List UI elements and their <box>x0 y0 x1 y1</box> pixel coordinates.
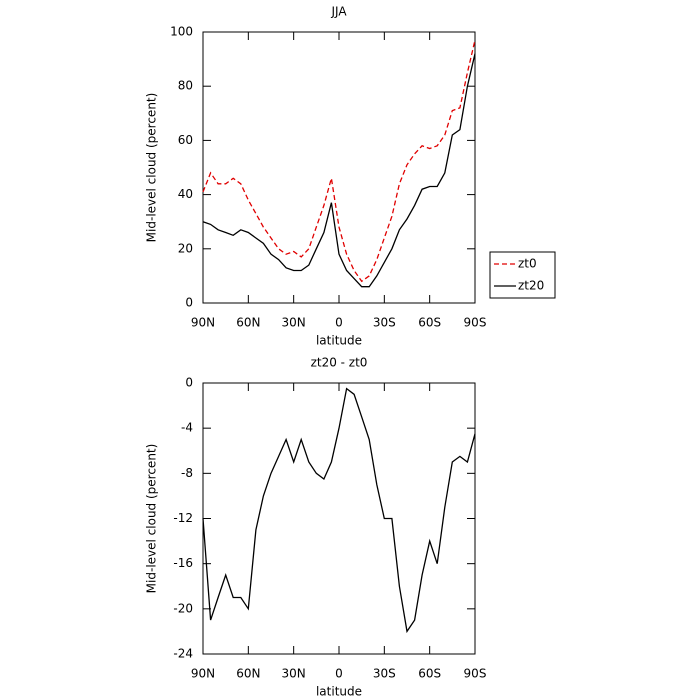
y-tick-label: 20 <box>178 241 193 255</box>
x-tick-label: 60S <box>418 667 441 681</box>
x-tick-label: 60N <box>236 667 260 681</box>
x-axis-label: latitude <box>316 685 362 699</box>
y-axis-label: Mid-level cloud (percent) <box>145 93 159 243</box>
x-tick-label: 30S <box>373 667 396 681</box>
y-axis-label: Mid-level cloud (percent) <box>145 444 159 594</box>
y-tick-label: 100 <box>170 25 193 39</box>
y-tick-label: 40 <box>178 187 193 201</box>
plot-frame <box>202 382 476 655</box>
y-tick-label: -16 <box>173 556 193 570</box>
x-tick-label: 30S <box>373 316 396 330</box>
y-tick-label: -8 <box>181 466 193 480</box>
y-tick-label: 0 <box>185 376 193 390</box>
y-tick-label: 0 <box>185 296 193 310</box>
x-tick-label: 30N <box>282 316 306 330</box>
legend-label: zt0 <box>518 257 537 271</box>
x-axis-label: latitude <box>316 334 362 348</box>
y-tick-label: -4 <box>181 421 193 435</box>
x-tick-label: 0 <box>335 667 343 681</box>
x-tick-label: 90S <box>464 316 487 330</box>
x-tick-label: 60N <box>236 316 260 330</box>
x-tick-label: 60S <box>418 316 441 330</box>
y-tick-label: 80 <box>178 79 193 93</box>
x-tick-label: 90S <box>464 667 487 681</box>
plot-frame <box>202 31 476 304</box>
data-line <box>202 387 476 634</box>
y-tick-label: -24 <box>173 647 193 661</box>
chart-title: JJA <box>330 5 347 19</box>
legend-box <box>489 251 556 299</box>
y-tick-label: -12 <box>173 511 193 525</box>
y-tick-label: -20 <box>173 601 193 615</box>
data-line <box>202 53 476 288</box>
chart-title: zt20 - zt0 <box>311 356 368 370</box>
data-line <box>202 39 476 283</box>
x-tick-label: 90N <box>191 667 215 681</box>
y-tick-label: 60 <box>178 133 193 147</box>
x-tick-label: 0 <box>335 316 343 330</box>
x-tick-label: 30N <box>282 667 306 681</box>
legend-label: zt20 <box>518 279 544 293</box>
x-tick-label: 90N <box>191 316 215 330</box>
